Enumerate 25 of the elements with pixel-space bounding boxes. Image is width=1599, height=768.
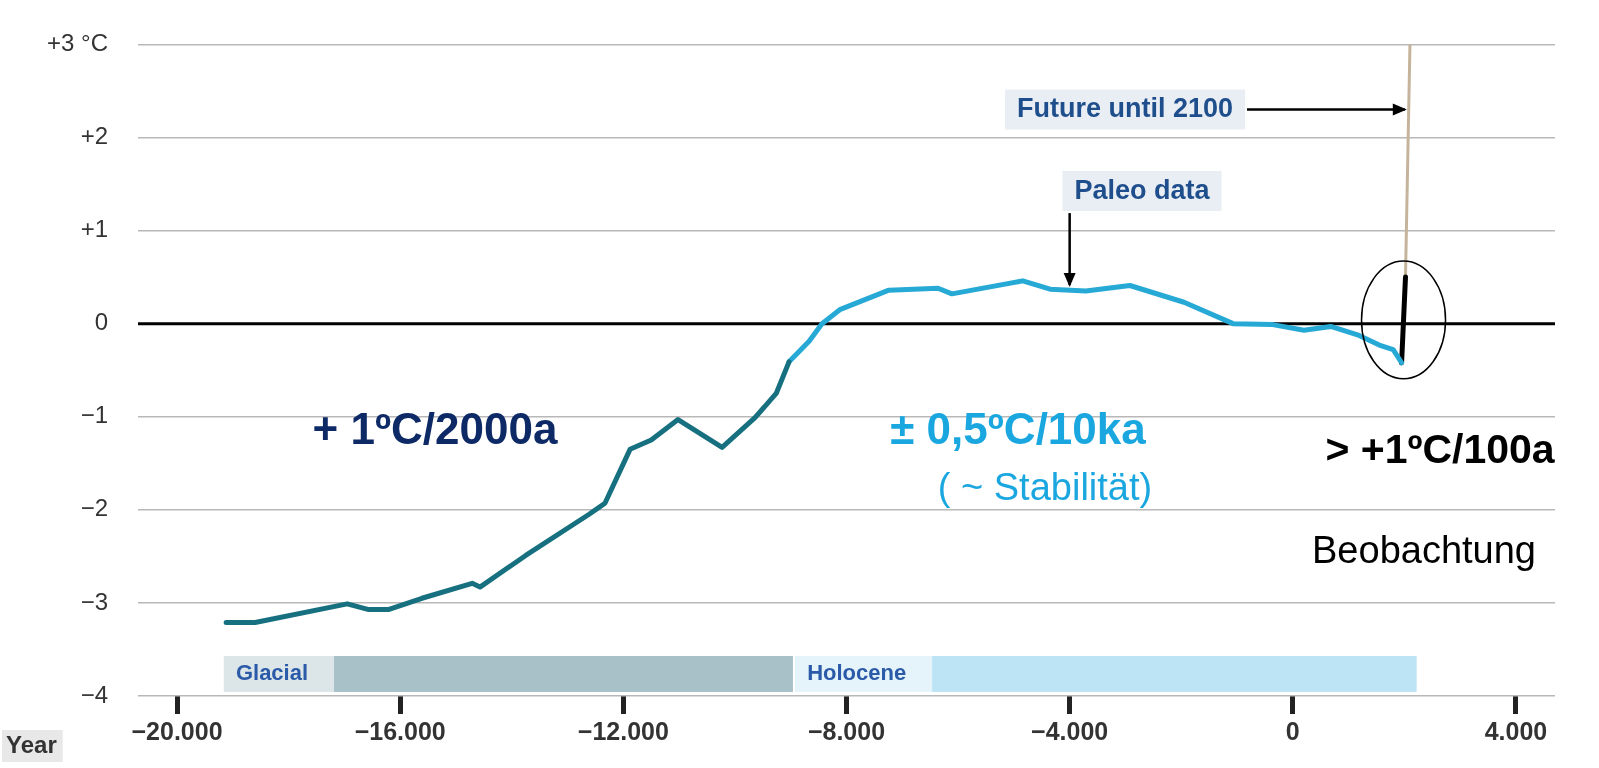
annotation: Future until 2100 [1016,93,1234,124]
annotation: ± 0,5ºC/10ka [890,404,1147,454]
x-tick-label: −12.000 [577,716,669,745]
x-tick-label: 4.000 [1484,716,1548,745]
y-tick-label: −1 [80,401,108,429]
y-tick-label: −2 [80,494,108,522]
x-tick-label: −20.000 [131,716,223,745]
x-tick-label: 0 [1285,716,1300,745]
band-label: Holocene [807,660,907,686]
x-axis-title: Year [6,730,57,758]
annotation: > +1ºC/100a [1325,426,1556,473]
annotation: Beobachtung [1312,529,1536,572]
y-tick-label: +3 °C [47,29,108,57]
y-tick-label: 0 [94,308,108,336]
y-tick-label: +2 [80,122,108,150]
band-label: Glacial [235,660,309,686]
x-tick-label: −4.000 [1031,716,1109,745]
y-tick-label: −4 [80,680,108,708]
annotation: Paleo data [1074,174,1211,205]
annotation: + 1ºC/2000a [312,404,558,454]
x-tick-label: −8.000 [807,716,886,745]
y-tick-label: +1 [80,215,108,243]
y-tick-label: −3 [80,587,108,615]
annotation: ( ~ Stabilität) [937,466,1153,509]
x-tick-label: −16.000 [354,716,446,745]
